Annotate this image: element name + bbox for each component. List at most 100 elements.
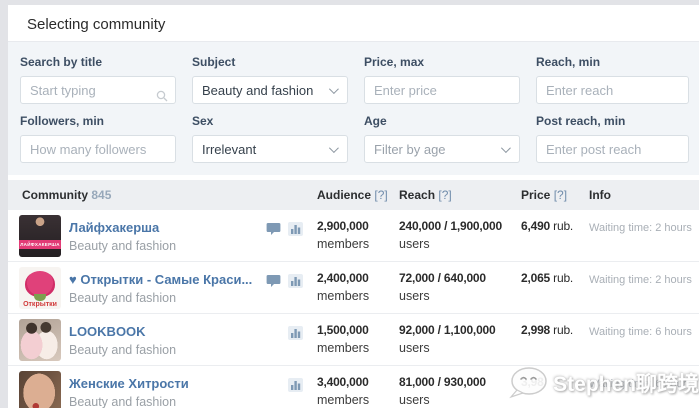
community-category: Beauty and fashion [69, 395, 177, 408]
community-avatar[interactable] [19, 319, 61, 361]
reach-unit: users [399, 341, 430, 355]
audience-unit: members [317, 237, 370, 251]
stats-icon[interactable] [288, 274, 303, 288]
community-avatar[interactable] [19, 371, 61, 408]
community-title-link[interactable]: Женские Хитрости [69, 376, 189, 391]
selecting-community-panel: Selecting community Search by title Subj… [8, 5, 699, 408]
watermark: Stephen聊跨境 [507, 366, 699, 400]
table-row[interactable]: Открытки ♥ Открытки - Самые Краси... Bea… [8, 262, 699, 314]
reach-value: 240,000 / 1,900,000 [399, 219, 502, 233]
price-currency: rub. [553, 323, 574, 337]
reach-min-label: Reach, min [536, 55, 601, 69]
column-reach: Reach [?] [391, 188, 513, 202]
audience-value: 2,900,000 [317, 219, 369, 233]
chevron-down-icon [328, 142, 339, 153]
reach-value: 72,000 / 640,000 [399, 271, 486, 285]
community-title-link[interactable]: Лайфхакерша [69, 220, 160, 235]
price-currency: rub. [553, 271, 574, 285]
sex-value: Irrelevant [202, 141, 257, 157]
age-select[interactable]: Filter by age [364, 135, 520, 163]
community-title-link[interactable]: LOOKBOOK [69, 324, 146, 339]
audience-header-label: Audience [317, 188, 372, 202]
chevron-down-icon [328, 83, 339, 94]
audience-help-icon[interactable]: [?] [374, 188, 388, 202]
column-community: Community 845 [8, 188, 309, 202]
audience-unit: members [317, 393, 370, 407]
reach-header-label: Reach [399, 188, 436, 202]
age-label: Age [364, 114, 387, 128]
reach-min-input[interactable] [536, 76, 689, 104]
info-header-label: Info [589, 188, 611, 202]
sex-label: Sex [192, 114, 214, 128]
waiting-time: Waiting time: 6 hours [589, 326, 692, 338]
filter-price-max: Price, max [364, 55, 520, 104]
price-header-label: Price [521, 188, 551, 202]
community-category: Beauty and fashion [69, 343, 177, 357]
price-max-input[interactable] [364, 76, 520, 104]
avatar-caption: ЛАЙФХАКЕРША [19, 240, 61, 249]
filter-reach-min: Reach, min [536, 55, 689, 104]
price-value: 2,998 [521, 323, 551, 337]
search-input[interactable] [20, 76, 176, 104]
community-avatar[interactable]: ЛАЙФХАКЕРША [19, 215, 61, 257]
comment-icon[interactable] [266, 222, 281, 236]
table-row[interactable]: Женские Хитрости Beauty and fashion 3,40… [8, 366, 699, 408]
audience-value: 1,500,000 [317, 323, 369, 337]
reach-value: 92,000 / 1,100,000 [399, 323, 496, 337]
reach-help-icon[interactable]: [?] [438, 188, 452, 202]
table-row[interactable]: LOOKBOOK Beauty and fashion 1,500,000 mem… [8, 314, 699, 366]
sex-select[interactable]: Irrelevant [192, 135, 348, 163]
price-value: 6,490 [521, 219, 551, 233]
reach-unit: users [399, 237, 430, 251]
audience-unit: members [317, 341, 370, 355]
filter-followers-min: Followers, min [20, 114, 176, 163]
filter-post-reach-min: Post reach, min [536, 114, 689, 163]
community-count: 845 [91, 188, 112, 202]
community-category: Beauty and fashion [69, 239, 177, 253]
avatar-caption: Открытки [23, 301, 57, 308]
filter-age: Age Filter by age [364, 114, 520, 163]
watermark-bubble-icon [509, 367, 547, 399]
price-currency: rub. [553, 219, 574, 233]
followers-min-label: Followers, min [20, 114, 105, 128]
filter-section: Search by title Subject Beauty and fashi… [8, 42, 699, 175]
comment-icon[interactable] [266, 274, 281, 288]
avatar-flower-graphic [25, 271, 55, 297]
page-title: Selecting community [27, 16, 166, 33]
search-icon [156, 90, 168, 101]
community-category: Beauty and fashion [69, 291, 177, 305]
filter-sex: Sex Irrelevant [192, 114, 348, 163]
followers-min-input[interactable] [20, 135, 176, 163]
post-reach-min-input[interactable] [536, 135, 689, 163]
reach-unit: users [399, 393, 430, 407]
reach-unit: users [399, 289, 430, 303]
community-avatar[interactable]: Открытки [19, 267, 61, 309]
subject-label: Subject [192, 55, 236, 69]
age-value: Filter by age [374, 141, 446, 157]
price-value: 2,065 [521, 271, 551, 285]
column-price: Price [?] [513, 188, 581, 202]
subject-value: Beauty and fashion [202, 82, 314, 98]
panel-titlebar: Selecting community [8, 5, 699, 42]
avatar-flower-stem [34, 294, 46, 301]
community-header-label: Community [22, 188, 88, 202]
stats-icon[interactable] [288, 326, 303, 340]
price-help-icon[interactable]: [?] [553, 188, 568, 202]
filter-search-by-title: Search by title [20, 55, 176, 104]
search-by-title-label: Search by title [20, 55, 103, 69]
chevron-down-icon [500, 142, 511, 153]
stats-icon[interactable] [288, 222, 303, 236]
waiting-time: Waiting time: 6 hours [589, 378, 692, 390]
table-row[interactable]: ЛАЙФХАКЕРША Лайфхакерша Beauty and fashi… [8, 210, 699, 262]
post-reach-min-label: Post reach, min [536, 114, 626, 128]
watermark-text: Stephen聊跨境 [553, 373, 699, 396]
column-audience: Audience [?] [309, 188, 391, 202]
subject-select[interactable]: Beauty and fashion [192, 76, 348, 104]
community-title-link[interactable]: ♥ Открытки - Самые Краси... [69, 272, 253, 287]
filter-row-1: Search by title Subject Beauty and fashi… [20, 55, 689, 104]
stats-icon[interactable] [288, 378, 303, 392]
waiting-time: Waiting time: 2 hours [589, 222, 692, 234]
table-header: Community 845 Audience [?] Reach [?] Pri… [8, 180, 699, 210]
audience-unit: members [317, 289, 370, 303]
